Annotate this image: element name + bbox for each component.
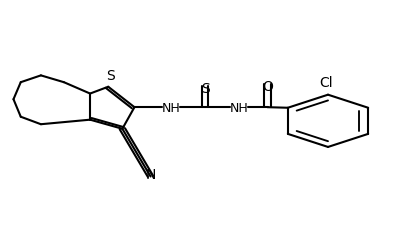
Text: S: S (106, 68, 114, 82)
Text: S: S (200, 81, 209, 95)
Text: O: O (262, 80, 272, 94)
Text: N: N (145, 167, 156, 181)
Text: NH: NH (161, 101, 180, 114)
Text: NH: NH (229, 101, 248, 114)
Text: Cl: Cl (318, 76, 332, 90)
